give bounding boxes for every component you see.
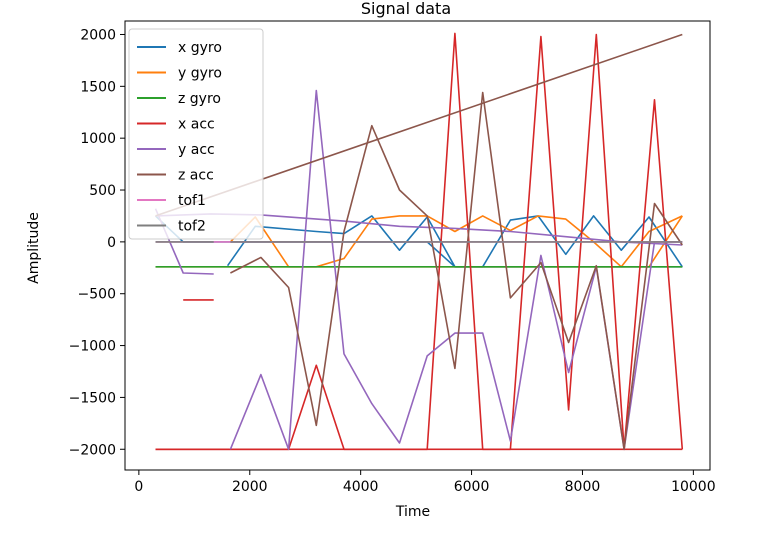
legend-label: z acc	[178, 168, 214, 184]
legend-label: y acc	[178, 142, 215, 158]
y-tick-label: −2000	[69, 442, 116, 458]
y-tick-label: −1500	[69, 390, 116, 406]
y-tick-label: −1000	[69, 339, 116, 355]
x-tick-label: 2000	[232, 479, 268, 495]
legend-box	[128, 28, 264, 240]
y-tick-label: −500	[78, 287, 116, 303]
x-axis-label: Time	[395, 504, 430, 520]
axes-frame	[124, 20, 711, 471]
y-tick-label: 2000	[80, 27, 116, 43]
y-tick-label: 1500	[80, 79, 116, 95]
x-tick-label: 0	[134, 479, 143, 495]
y-axis-ticks: −2000 −1500 −1000 −500 0 500 1000 1500 2000	[69, 27, 125, 458]
legend-label: y gyro	[178, 66, 222, 82]
legend-label: x acc	[178, 117, 215, 133]
legend-label: tof1	[178, 193, 206, 209]
legend: x gyro y gyro z gyro x acc y acc z acc tof1 tof…	[128, 28, 264, 240]
y-tick-label: 0	[107, 235, 116, 251]
y-tick-label: 500	[89, 183, 116, 199]
x-tick-label: 6000	[454, 479, 490, 495]
legend-label: tof2	[178, 219, 206, 235]
x-tick-label: 8000	[565, 479, 601, 495]
x-tick-label: 4000	[343, 479, 379, 495]
legend-label: z gyro	[178, 91, 221, 107]
legend-label: x gyro	[178, 40, 222, 56]
series-line-z-acc-1	[230, 91, 683, 451]
chart-title: Signal data	[361, 0, 451, 18]
y-axis-label: Amplitude	[26, 212, 42, 284]
y-tick-label: 1000	[80, 131, 116, 147]
x-axis-ticks: 0 2000 4000 6000 8000 10000	[134, 470, 716, 495]
x-tick-label: 10000	[671, 479, 716, 495]
